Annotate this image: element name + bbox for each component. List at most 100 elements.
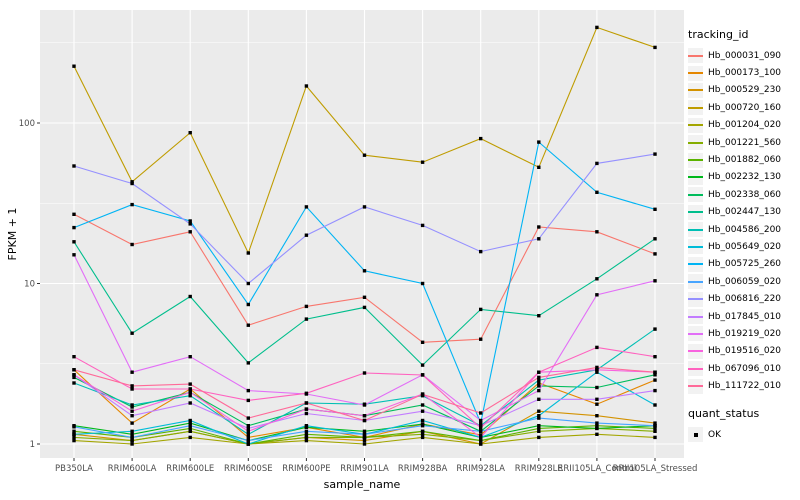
x-tick-label: RRIM600LE (166, 464, 214, 474)
legend-key-line-icon (688, 361, 703, 377)
legend-key-line-icon (688, 187, 703, 203)
data-point (188, 222, 192, 226)
data-point (595, 368, 599, 372)
legend-entry-Hb_002232_130: Hb_002232_130 (688, 169, 800, 186)
data-point (479, 337, 483, 341)
legend-entry-Hb_001204_020: Hb_001204_020 (688, 117, 800, 134)
data-point (653, 279, 657, 283)
data-point (130, 331, 134, 335)
legend-key-line-icon (688, 378, 703, 394)
legend-entries: Hb_000031_090 Hb_000173_100 Hb_000529_230 H… (688, 47, 800, 395)
data-point (130, 438, 134, 443)
data-point (479, 136, 483, 141)
legend-label: Hb_000173_100 (708, 68, 782, 79)
legend-label: Hb_001221_560 (708, 137, 782, 148)
x-tick-label: RRIM901LA (340, 464, 389, 474)
data-point (420, 424, 425, 428)
data-point (72, 164, 76, 168)
legend-title-quant-status: quant_status (688, 406, 760, 420)
data-point (72, 368, 76, 372)
data-point (595, 370, 599, 374)
x-tick-label: RRIM928LE (515, 464, 563, 474)
legend-label: Hb_005649_020 (708, 241, 782, 252)
data-point (130, 432, 134, 436)
data-point (246, 424, 250, 428)
data-point (362, 295, 367, 299)
legend-key-line-icon (688, 152, 703, 168)
data-point (595, 397, 599, 401)
data-point (130, 202, 134, 207)
legend-key-line-icon (688, 274, 703, 290)
data-point (362, 438, 367, 443)
data-point (479, 426, 483, 430)
data-point (653, 373, 657, 377)
data-point (72, 225, 76, 230)
legend-key-line-icon (688, 326, 703, 342)
legend-entry-Hb_006816_220: Hb_006816_220 (688, 290, 800, 307)
data-point (537, 237, 541, 241)
quant-status-legend: quant_status OK (688, 407, 800, 443)
data-point (72, 432, 76, 436)
data-point (188, 394, 192, 398)
legend-entry-Hb_001882_060: Hb_001882_060 (688, 151, 800, 168)
data-point (246, 398, 250, 403)
data-point (653, 435, 657, 440)
plot-panel (40, 10, 684, 458)
data-point (362, 205, 367, 209)
data-point (420, 403, 425, 407)
data-point (420, 429, 425, 433)
x-tick-label: PB350LA (55, 464, 93, 474)
data-point (537, 416, 541, 420)
y-axis-title: FPKM + 1 (6, 207, 19, 261)
data-point (72, 381, 76, 385)
data-point (246, 442, 250, 446)
legend-label: Hb_006059_020 (708, 276, 782, 287)
legend-label: Hb_019219_020 (708, 328, 782, 339)
data-point (246, 435, 250, 440)
legend-label: Hb_067096_010 (708, 363, 782, 374)
data-point (653, 388, 657, 393)
data-point (653, 252, 657, 256)
data-point (653, 426, 657, 431)
legend-title-tracking-id: tracking_id (688, 28, 749, 41)
data-point (304, 424, 309, 428)
data-point (479, 249, 483, 254)
data-point (420, 409, 425, 413)
data-point (246, 302, 250, 307)
legend-color-line (688, 245, 703, 248)
data-point (304, 429, 309, 433)
data-point (537, 375, 541, 380)
data-point (537, 384, 541, 388)
data-point (653, 424, 657, 428)
legend-entry-Hb_006059_020: Hb_006059_020 (688, 273, 800, 290)
legend-color-line (688, 367, 703, 370)
data-point (537, 140, 541, 144)
data-point (479, 438, 483, 443)
data-point (537, 397, 541, 401)
data-point (479, 433, 483, 437)
data-point (246, 251, 250, 255)
data-point (653, 429, 657, 433)
data-point (479, 424, 483, 428)
legend-label: Hb_002232_130 (708, 172, 782, 183)
data-point (304, 411, 309, 416)
y-tick-label: 100 (19, 119, 35, 129)
data-point (595, 293, 599, 297)
data-point (420, 363, 425, 367)
data-point (304, 84, 309, 88)
data-point (72, 375, 76, 380)
data-point (362, 371, 367, 375)
x-tick-label: RRIM600SE (224, 464, 273, 474)
legend-label: Hb_019516_020 (708, 346, 782, 357)
data-point (130, 421, 134, 425)
data-point (653, 237, 657, 241)
data-point (188, 230, 192, 234)
data-point (304, 233, 309, 237)
legend-entry-Hb_000173_100: Hb_000173_100 (688, 64, 800, 81)
legend-entry-ok: OK (688, 426, 800, 443)
legend-key-line-icon (688, 100, 703, 116)
data-point (479, 307, 483, 312)
legend-label: Hb_000031_090 (708, 50, 782, 61)
legend-color-line (688, 106, 703, 109)
data-point (188, 355, 192, 359)
